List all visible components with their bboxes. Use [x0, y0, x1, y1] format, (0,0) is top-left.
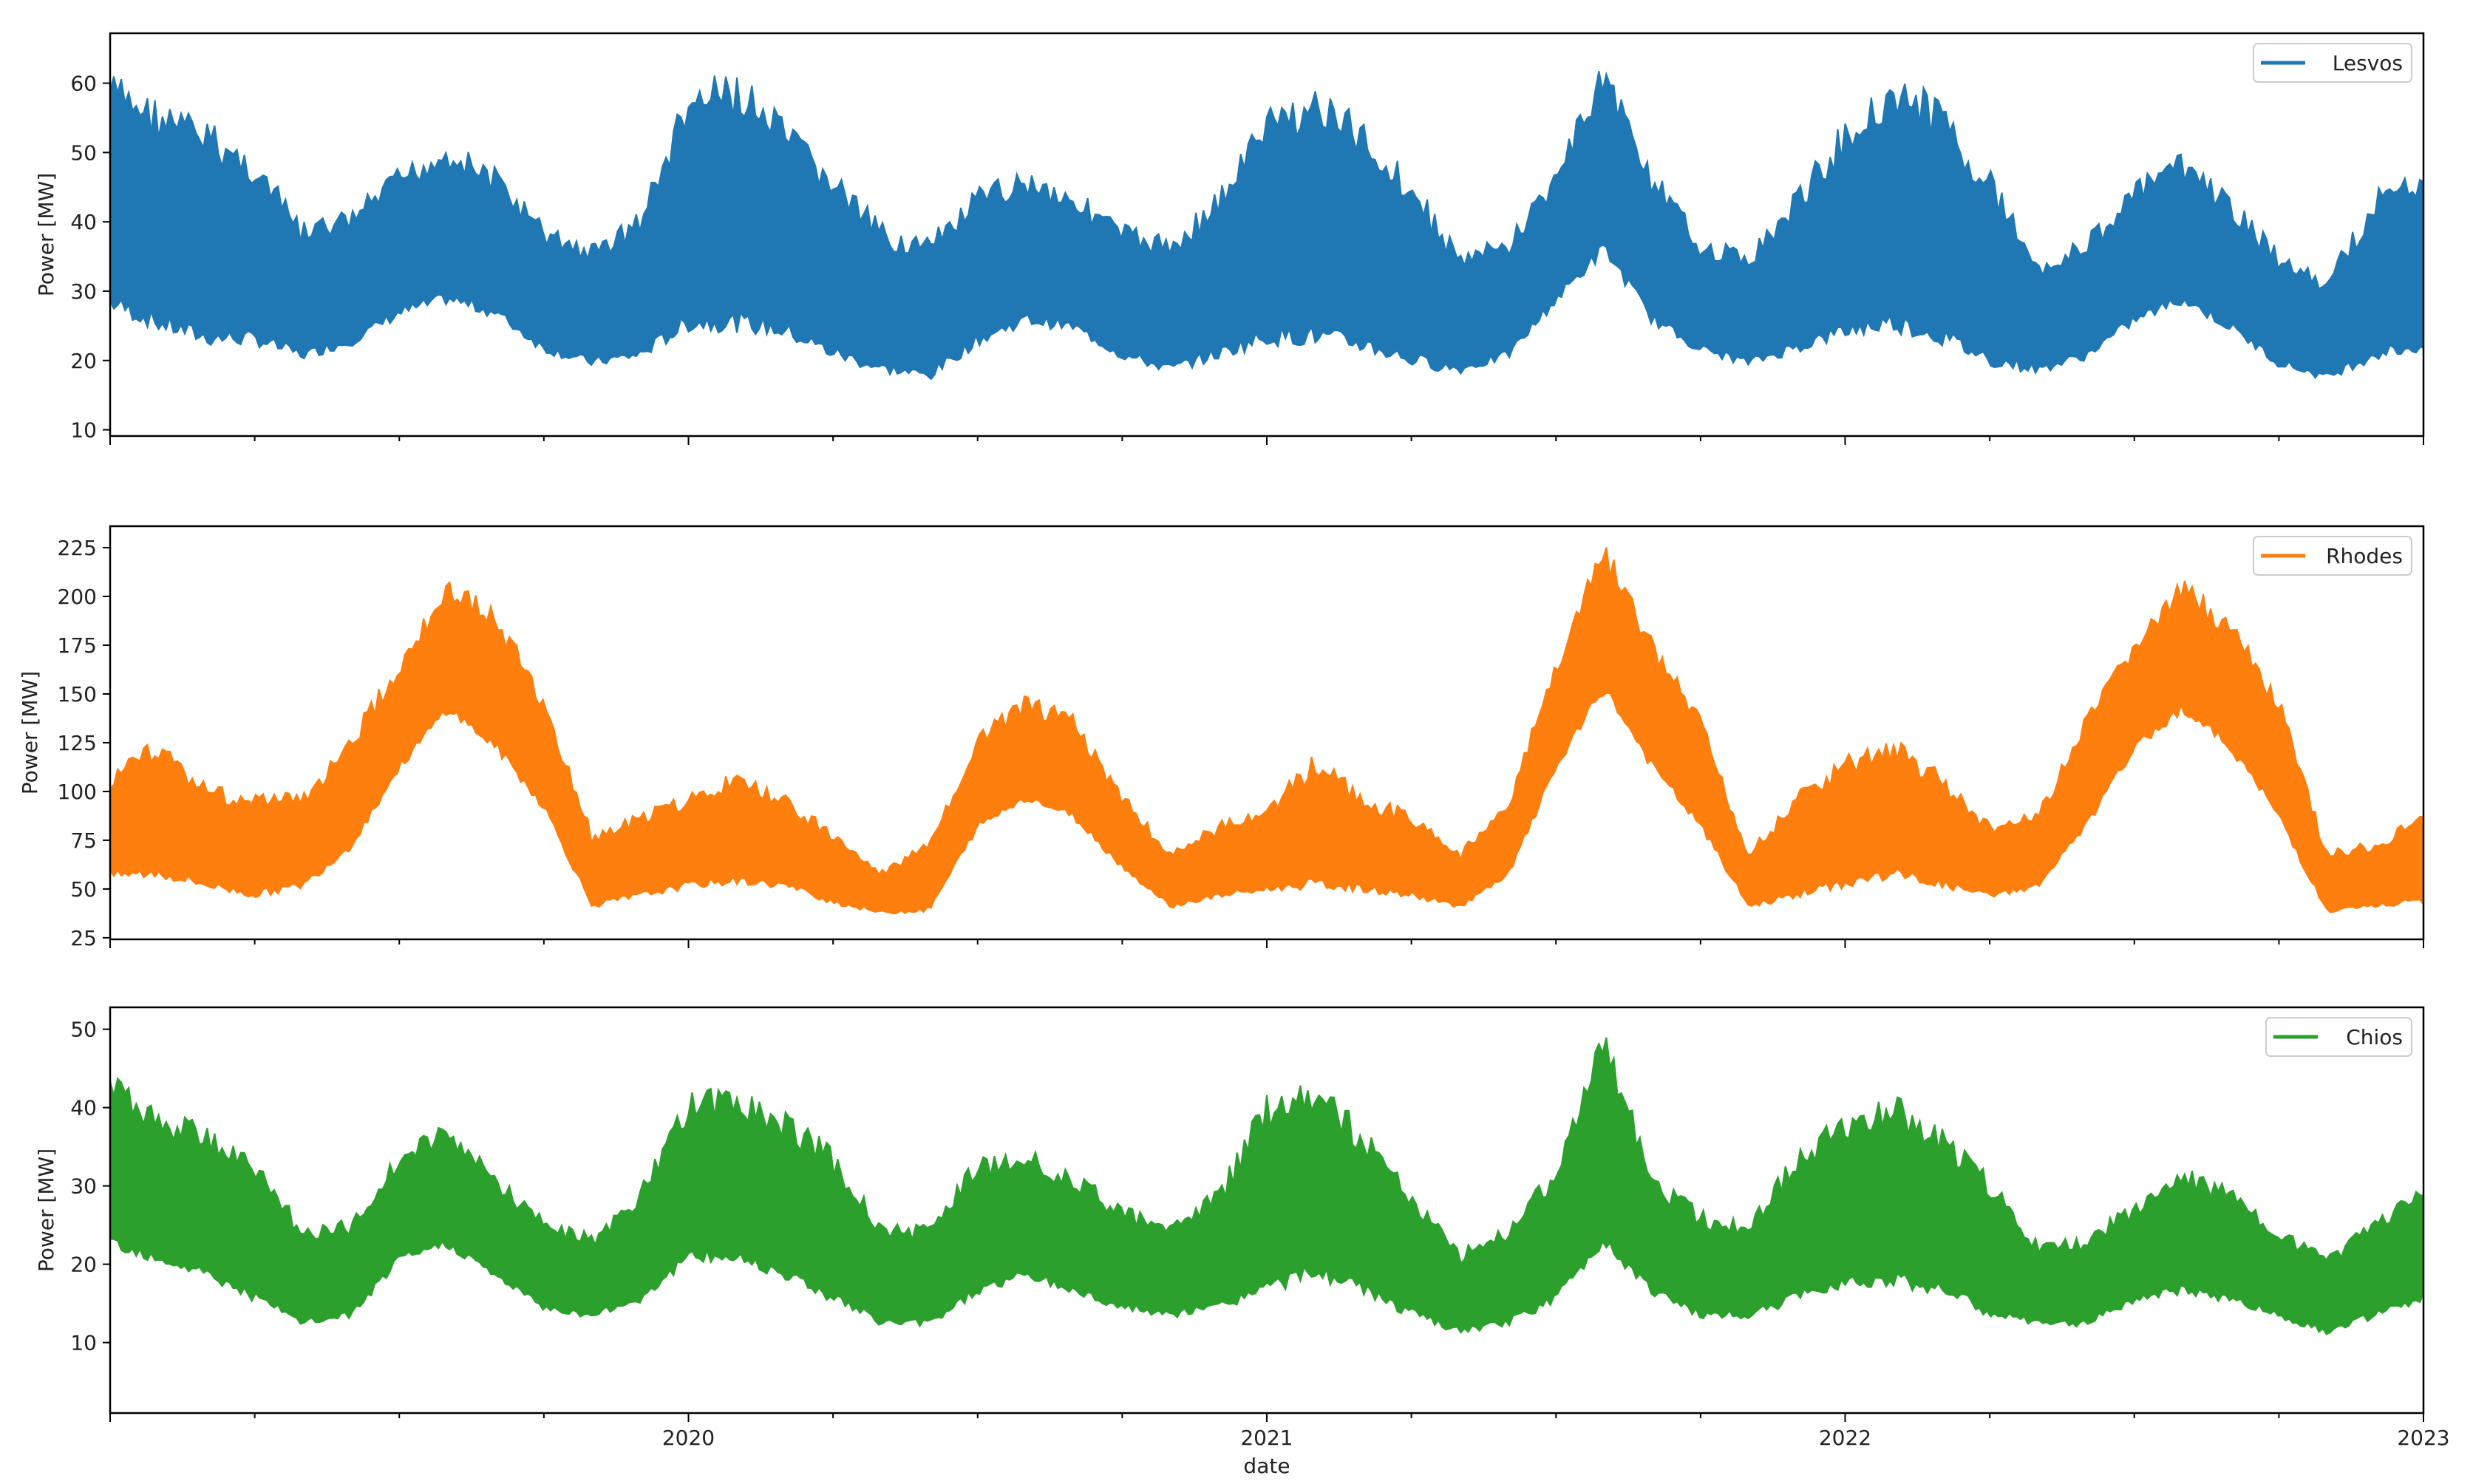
x-axis-label: date	[1243, 1454, 1290, 1478]
x-tick-label: 2021	[1240, 1426, 1293, 1450]
y-tick-label: 225	[58, 536, 97, 560]
y-tick-label: 10	[70, 418, 97, 443]
rhodes-y-ticks: 25 50 75 100 125 150 175 200 225	[58, 536, 110, 950]
y-tick-label: 125	[58, 731, 97, 755]
y-tick-label: 100	[58, 780, 97, 804]
chios-y-ticks: 10 20 30 40 50	[70, 1018, 110, 1355]
y-tick-label: 60	[70, 72, 97, 96]
y-tick-label: 150	[58, 682, 97, 707]
x-tick-labels: 2020 2021 2022 2023	[662, 1426, 2450, 1450]
rhodes-y-axis-label: Power [MW]	[18, 671, 42, 794]
y-tick-label: 20	[70, 1253, 97, 1277]
y-tick-label: 40	[70, 1096, 97, 1120]
lesvos-legend: Lesvos	[2253, 43, 2412, 83]
y-tick-label: 30	[70, 279, 97, 304]
legend-box	[2253, 536, 2412, 576]
y-tick-label: 75	[70, 828, 97, 853]
y-tick-label: 30	[70, 1174, 97, 1199]
y-tick-label: 200	[58, 585, 97, 609]
legend-label-rhodes: Rhodes	[2326, 544, 2403, 568]
panel-lesvos: 10 20 30 40 50 60 Power [MW] Lesvos	[34, 32, 2425, 445]
x-tick-label: 2023	[2397, 1426, 2449, 1450]
y-tick-label: 50	[70, 1018, 97, 1042]
y-tick-label: 175	[58, 633, 97, 658]
chios-y-axis-label: Power [MW]	[34, 1148, 58, 1272]
y-tick-label: 25	[70, 926, 97, 950]
legend-label-lesvos: Lesvos	[2333, 51, 2403, 75]
x-tick-label: 2020	[662, 1426, 715, 1450]
panel-rhodes: 25 50 75 100 125 150 175 200 225 Power [MW] Rhod…	[18, 525, 2425, 950]
legend-box	[2265, 1017, 2412, 1057]
chios-legend: Chios	[2265, 1017, 2412, 1057]
y-tick-label: 50	[70, 140, 97, 165]
legend-label-chios: Chios	[2346, 1025, 2403, 1049]
lesvos-x-ticks	[109, 436, 2424, 445]
lesvos-y-axis-label: Power [MW]	[34, 173, 58, 296]
y-tick-label: 40	[70, 210, 97, 234]
lesvos-y-ticks: 10 20 30 40 50 60	[70, 72, 110, 443]
panel-chios: 10 20 30 40 50 Power [MW] Chios	[34, 1006, 2425, 1422]
chios-x-ticks	[109, 1413, 2424, 1422]
rhodes-legend: Rhodes	[2253, 536, 2412, 576]
y-tick-label: 20	[70, 349, 97, 373]
y-tick-label: 10	[70, 1331, 97, 1355]
legend-box	[2253, 43, 2412, 83]
x-tick-label: 2022	[1819, 1426, 1871, 1450]
y-tick-label: 50	[70, 877, 97, 902]
rhodes-x-ticks	[109, 939, 2424, 948]
